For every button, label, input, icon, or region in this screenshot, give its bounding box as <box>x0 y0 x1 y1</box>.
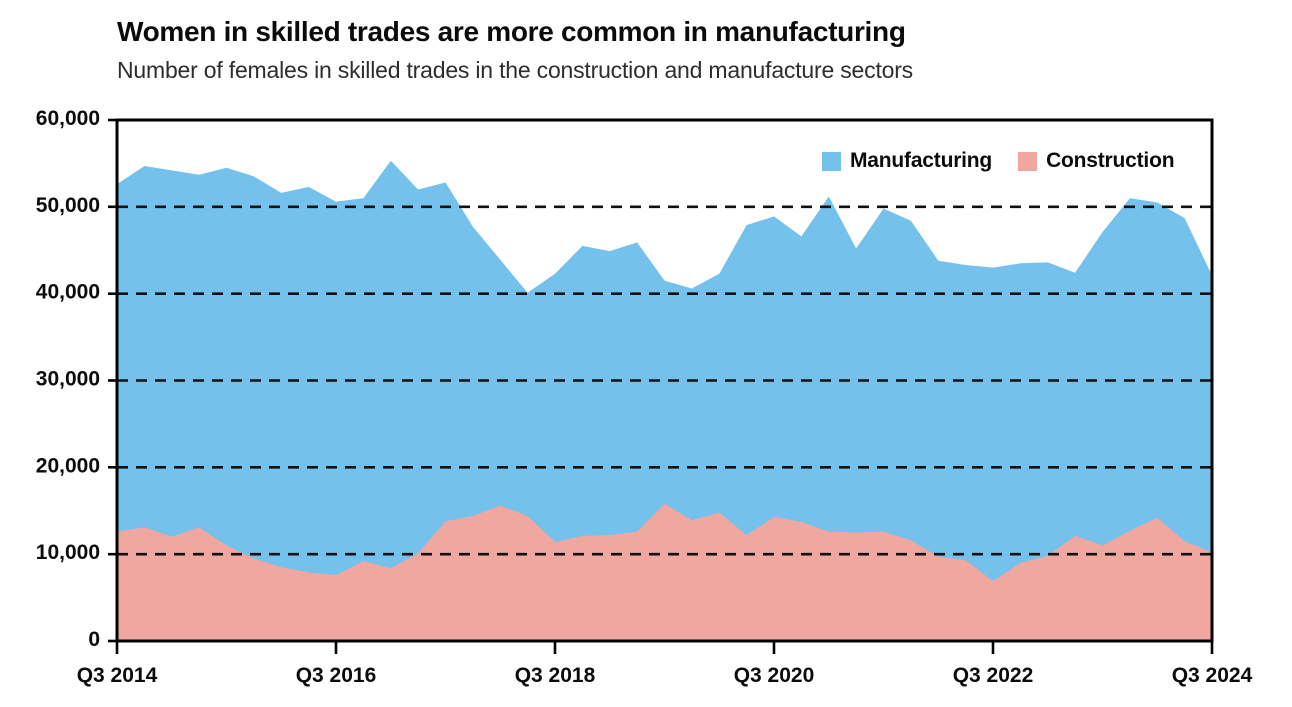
construction-swatch-icon <box>1018 151 1038 171</box>
legend-label-construction: Construction <box>1046 149 1175 172</box>
svg-text:Q3 2020: Q3 2020 <box>734 664 815 687</box>
svg-text:50,000: 50,000 <box>36 194 100 217</box>
legend-item-construction: Construction <box>1018 149 1175 173</box>
svg-text:Q3 2018: Q3 2018 <box>515 664 596 687</box>
chart-legend: Manufacturing Construction <box>822 149 1175 173</box>
svg-text:Q3 2016: Q3 2016 <box>296 664 377 687</box>
chart-subtitle: Number of females in skilled trades in t… <box>117 57 913 83</box>
chart-header: Women in skilled trades are more common … <box>117 14 1237 84</box>
svg-text:30,000: 30,000 <box>36 368 100 391</box>
svg-text:40,000: 40,000 <box>36 281 100 304</box>
svg-text:20,000: 20,000 <box>36 454 100 477</box>
legend-label-manufacturing: Manufacturing <box>850 149 993 172</box>
svg-text:10,000: 10,000 <box>36 541 100 564</box>
svg-text:Q3 2014: Q3 2014 <box>77 664 158 687</box>
legend-item-manufacturing: Manufacturing <box>822 149 992 173</box>
chart-title: Women in skilled trades are more common … <box>117 16 906 47</box>
svg-text:60,000: 60,000 <box>36 107 100 130</box>
svg-text:Q3 2024: Q3 2024 <box>1172 664 1253 687</box>
manufacturing-swatch-icon <box>822 151 841 171</box>
svg-text:Q3 2022: Q3 2022 <box>953 664 1034 687</box>
svg-text:0: 0 <box>88 628 100 651</box>
